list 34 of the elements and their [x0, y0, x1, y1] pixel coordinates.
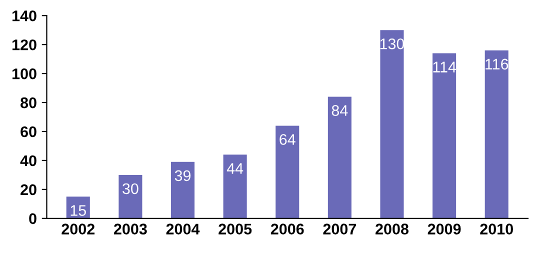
data-label: 39: [174, 170, 191, 182]
data-label: 84: [332, 105, 348, 116]
bar: [276, 126, 300, 218]
x-tick-label: 2008: [376, 224, 409, 234]
y-tick-label: 120: [12, 39, 36, 50]
x-tick-label: 2006: [270, 224, 304, 234]
bar: [380, 30, 404, 218]
x-tick-label: 2007: [323, 224, 356, 234]
x-tick-label: 2004: [166, 224, 200, 234]
data-label: 44: [226, 163, 244, 174]
bar: [223, 154, 247, 218]
bar: [170, 162, 195, 218]
data-label: 30: [122, 183, 138, 194]
x-tick-label: 2010: [480, 224, 513, 234]
data-label: 116: [486, 58, 508, 70]
y-tick-label: 0: [29, 213, 36, 224]
bar: [328, 96, 352, 218]
x-tick-label: 2003: [114, 224, 147, 235]
data-label: 114: [433, 62, 456, 72]
bar: [484, 50, 508, 218]
data-label: 130: [380, 38, 404, 50]
bar: [432, 53, 456, 218]
x-tick-label: 2002: [62, 224, 95, 234]
y-tick-label: 40: [20, 155, 36, 166]
x-tick-label: 2009: [428, 224, 461, 234]
x-tick-label: 2005: [218, 224, 252, 234]
data-label: 64: [280, 134, 296, 145]
y-tick-label: 60: [20, 126, 36, 138]
bar: [118, 174, 142, 218]
y-tick-label: 100: [12, 68, 36, 80]
data-label: 15: [70, 205, 86, 216]
y-tick-label: 80: [20, 97, 36, 108]
y-tick-label: 20: [20, 184, 36, 196]
y-tick-label: 140: [12, 10, 36, 22]
